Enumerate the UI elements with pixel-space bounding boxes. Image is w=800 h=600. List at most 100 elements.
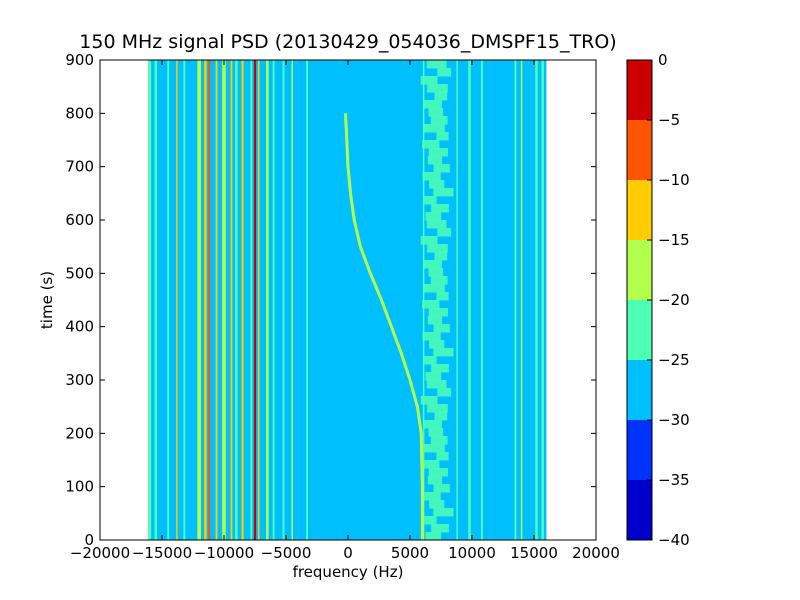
- noise-band-segment: [427, 84, 448, 93]
- spectral-line: [541, 60, 544, 540]
- spectral-line: [456, 60, 458, 540]
- spectral-line: [253, 60, 257, 540]
- spectral-line: [266, 60, 269, 540]
- doppler-trace: [344, 113, 424, 540]
- noise-band-segment: [423, 284, 445, 293]
- noise-band-segment: [428, 148, 448, 157]
- y-tick-label: 900: [65, 51, 94, 69]
- noise-band-segment: [431, 204, 449, 213]
- spectral-line: [250, 60, 253, 540]
- noise-band-segment: [426, 220, 447, 229]
- y-tick-label: 400: [65, 318, 94, 336]
- noise-band-segment: [428, 428, 444, 437]
- x-tick-label: 20000: [572, 544, 620, 562]
- noise-band-segment: [423, 100, 442, 109]
- y-axis-label: time (s): [38, 271, 56, 329]
- colorbar-tick-label: −25: [658, 351, 690, 369]
- plot-area: [148, 60, 547, 540]
- noise-band-segment: [428, 468, 448, 477]
- noise-band-segment: [427, 404, 448, 413]
- noise-band-segment: [433, 348, 454, 357]
- spectral-line: [272, 60, 275, 540]
- noise-band-segment: [437, 228, 452, 237]
- spectral-line: [208, 60, 211, 540]
- spectral-line: [468, 60, 471, 540]
- spectral-line: [535, 60, 538, 540]
- noise-band-segment: [434, 252, 448, 261]
- colorbar-segment: [627, 300, 652, 360]
- y-tick-label: 0: [84, 531, 94, 549]
- noise-band-segment: [425, 212, 442, 221]
- noise-band-segment: [420, 76, 438, 85]
- y-tick-label: 800: [65, 104, 94, 122]
- y-tick-label: 300: [65, 371, 94, 389]
- spectral-line: [480, 60, 483, 540]
- noise-band-segment: [430, 276, 448, 285]
- x-axis-label: frequency (Hz): [293, 563, 404, 581]
- chart-title: 150 MHz signal PSD (20130429_054036_DMSP…: [79, 31, 616, 53]
- x-tick-label: 5000: [391, 544, 429, 562]
- noise-band-segment: [428, 308, 448, 317]
- noise-band-segment: [423, 420, 442, 429]
- spectral-line: [291, 60, 293, 540]
- noise-band-segment: [428, 108, 444, 117]
- colorbar-tick-label: −15: [658, 231, 690, 249]
- noise-band-segment: [423, 260, 442, 269]
- noise-band-segment: [433, 164, 450, 173]
- spectral-line: [183, 60, 186, 540]
- noise-band-segment: [437, 68, 452, 77]
- x-tick-label: −20000: [70, 544, 130, 562]
- noise-band-segment: [423, 356, 437, 365]
- colorbar-tick-label: 0: [658, 51, 668, 69]
- noise-band-segment: [427, 476, 443, 485]
- noise-band-segment: [431, 524, 449, 533]
- noise-band-segment: [427, 316, 443, 325]
- y-tick-label: 600: [65, 211, 94, 229]
- spectral-line: [167, 60, 170, 540]
- x-tick-label: −15000: [132, 544, 192, 562]
- noise-band-segment: [422, 140, 440, 149]
- colorbar-segment: [627, 180, 652, 240]
- spectral-line: [241, 60, 244, 540]
- colorbar-segment: [627, 60, 652, 120]
- spectral-line: [154, 60, 158, 540]
- colorbar-segment: [627, 420, 652, 480]
- noise-band-segment: [423, 196, 437, 205]
- x-tick-label: 10000: [448, 544, 496, 562]
- noise-band-segment: [433, 324, 450, 333]
- noise-band-segment: [426, 60, 447, 69]
- noise-band-segment: [427, 156, 443, 165]
- y-tick-label: 500: [65, 264, 94, 282]
- colorbar-segment: [627, 240, 652, 300]
- colorbar-tick-label: −20: [658, 291, 690, 309]
- noise-band-segment: [426, 380, 447, 389]
- noise-band-segment: [422, 332, 441, 341]
- colorbar-tick-label: −35: [658, 471, 690, 489]
- noise-band-segment: [433, 188, 454, 197]
- noise-band-segment: [429, 180, 445, 189]
- noise-band-segment: [420, 236, 438, 245]
- noise-band-segment: [422, 492, 441, 501]
- noise-band-segment: [420, 396, 438, 405]
- spectral-line: [257, 60, 260, 540]
- spectral-line: [222, 60, 226, 540]
- noise-band-segment: [434, 92, 448, 101]
- y-tick-label: 200: [65, 424, 94, 442]
- noise-band-segment: [423, 444, 445, 453]
- noise-band-segment: [429, 500, 445, 509]
- noise-band-segment: [423, 516, 437, 525]
- noise-band-segment: [433, 508, 454, 517]
- x-tick-label: −5000: [261, 544, 312, 562]
- colorbar-tick-label: −30: [658, 411, 690, 429]
- spectral-line: [306, 60, 309, 540]
- y-tick-label: 700: [65, 158, 94, 176]
- spectral-line: [204, 60, 207, 540]
- noise-band-segment: [423, 124, 445, 133]
- colorbar-tick-label: −40: [658, 531, 690, 549]
- noise-band-segment: [437, 388, 452, 397]
- spectral-line: [514, 60, 517, 540]
- spectral-line: [235, 60, 238, 540]
- spectral-line: [282, 60, 285, 540]
- noise-band-segment: [431, 364, 449, 373]
- colorbar-tick-label: −5: [658, 111, 680, 129]
